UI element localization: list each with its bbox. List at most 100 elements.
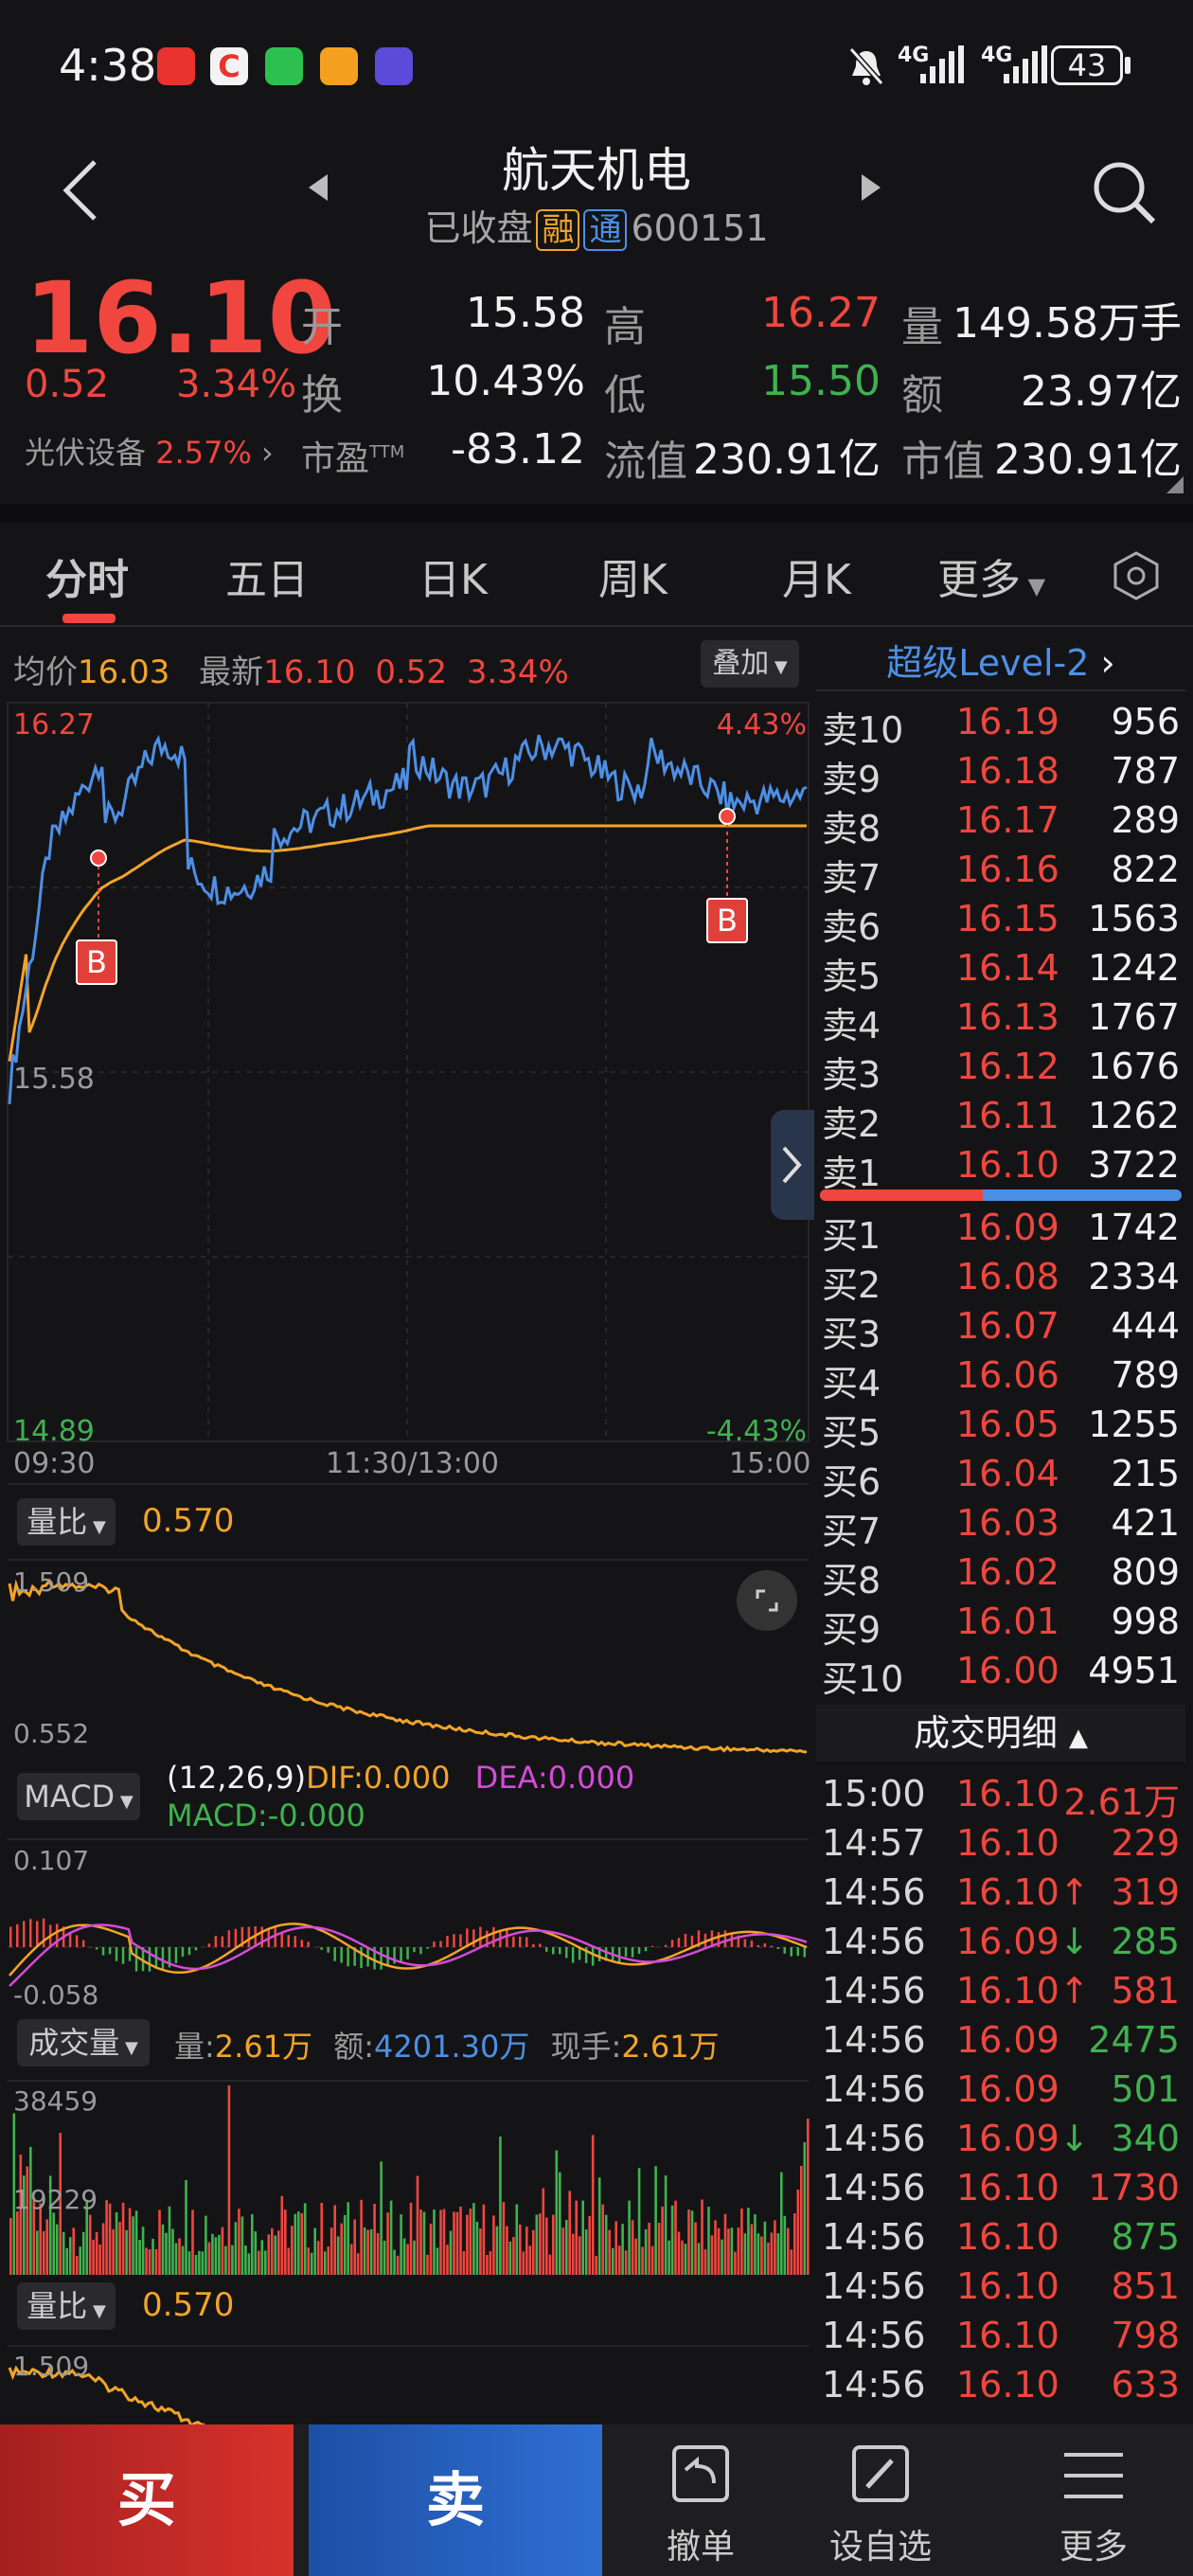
volume-ratio-selector-2[interactable]: 量比 ▼ <box>17 2282 116 2330</box>
volume-bar <box>98 2245 101 2275</box>
ask-price: 16.11 <box>956 1095 1059 1136</box>
price-line <box>8 734 808 1104</box>
vr-y-top: 1.509 <box>13 1566 90 1598</box>
tab-daily-k[interactable]: 日K <box>418 556 488 604</box>
volume-bar <box>294 2213 297 2275</box>
volume-bar <box>661 2206 664 2275</box>
dif-line <box>9 1923 808 1977</box>
buy-marker-2[interactable]: B <box>706 898 748 943</box>
expand-orderbook-handle[interactable] <box>771 1110 814 1220</box>
volume-bar <box>205 2215 207 2275</box>
macd-bar <box>459 1934 462 1947</box>
add-watchlist-button[interactable]: 设自选 <box>795 2424 966 2576</box>
volume-bar <box>595 2255 597 2275</box>
macd-bar <box>75 1935 79 1947</box>
bid-price: 16.06 <box>956 1354 1059 1396</box>
bid-ask-ratio-bar <box>820 1190 1182 1201</box>
trade-arrow: ↓ <box>1059 2118 1090 2159</box>
volume-bar <box>717 2227 721 2275</box>
volume-bar <box>161 2224 165 2275</box>
tab-five-day[interactable]: 五日 <box>225 556 309 604</box>
macd-bar <box>134 1947 138 1972</box>
sector-pct: 2.57% <box>155 435 252 471</box>
volume-bar <box>333 2205 336 2275</box>
ask-row[interactable]: 卖1 16.10 3722 <box>816 1144 1185 1194</box>
bid-row[interactable]: 买3 16.07 444 <box>816 1305 1185 1355</box>
volume-bar <box>238 2209 240 2275</box>
ask-row[interactable]: 卖9 16.18 787 <box>816 750 1185 800</box>
level2-link[interactable]: 超级Level-2 › <box>816 635 1185 691</box>
cancel-order-button[interactable]: 撤单 <box>625 2424 776 2576</box>
status-bar: 4:38 C 4G 4G 43 <box>0 0 1193 133</box>
macd-bar <box>776 1947 780 1949</box>
macd-legend: (12,26,9)DIF:0.000 DEA:0.000 <box>167 1760 635 1796</box>
ask-label: 卖10 <box>822 709 904 751</box>
bid-label: 买6 <box>822 1461 881 1503</box>
macd-selector[interactable]: MACD ▼ <box>17 1773 140 1820</box>
ask-row[interactable]: 卖5 16.14 1242 <box>816 947 1185 997</box>
volume-ratio-selector[interactable]: 量比 ▼ <box>17 1498 116 1546</box>
bid-row[interactable]: 买5 16.05 1255 <box>816 1404 1185 1454</box>
buy-button[interactable]: 买 <box>0 2424 294 2576</box>
macd-bar <box>637 1947 641 1954</box>
volume-bar <box>568 2191 571 2275</box>
caret-down-icon: ▼ <box>1021 573 1046 599</box>
overlay-button[interactable]: 叠加 ▼ <box>701 640 799 688</box>
bid-row[interactable]: 买1 16.09 1742 <box>816 1207 1185 1257</box>
macd-bar <box>591 1947 595 1966</box>
volume-bar <box>690 2210 694 2275</box>
battery-tip <box>1125 57 1131 74</box>
macd-bar <box>174 1947 178 1963</box>
ask-row[interactable]: 卖4 16.13 1767 <box>816 996 1185 1046</box>
volume-bar <box>684 2244 687 2275</box>
tab-weekly-k[interactable]: 周K <box>598 556 668 604</box>
ask-row[interactable]: 卖3 16.12 1676 <box>816 1046 1185 1096</box>
ask-row[interactable]: 卖8 16.17 289 <box>816 799 1185 850</box>
more-menu-button[interactable]: 更多 <box>1013 2424 1174 2576</box>
volume-selector[interactable]: 成交量 ▼ <box>17 2019 150 2066</box>
settings-hexagon-icon[interactable] <box>1110 549 1163 602</box>
volume-bar <box>39 2203 42 2275</box>
trade-details-header[interactable]: 成交明细 ▲ <box>816 1705 1185 1762</box>
volume-bar <box>750 2224 754 2275</box>
ask-price: 16.13 <box>956 996 1059 1038</box>
volume-bar <box>68 2237 72 2275</box>
ask-row[interactable]: 卖6 16.15 1563 <box>816 898 1185 948</box>
search-icon[interactable] <box>1089 157 1159 227</box>
macd-bar <box>796 1947 799 1957</box>
ask-row[interactable]: 卖7 16.16 822 <box>816 849 1185 899</box>
volume-bar <box>677 2231 681 2275</box>
battery-level: 43 <box>1067 47 1107 83</box>
expand-corner-icon[interactable] <box>1166 476 1184 493</box>
bid-row[interactable]: 买9 16.01 998 <box>816 1601 1185 1651</box>
open-value: 15.58 <box>466 289 585 337</box>
tab-intraday[interactable]: 分时 <box>45 556 129 604</box>
buy-marker-1[interactable]: B <box>76 939 117 985</box>
volume-bar <box>158 2209 161 2275</box>
ask-row[interactable]: 卖10 16.19 956 <box>816 701 1185 751</box>
ask-row[interactable]: 卖2 16.11 1262 <box>816 1095 1185 1145</box>
tab-more[interactable]: 更多 ▼ <box>937 556 1046 604</box>
sell-button[interactable]: 卖 <box>309 2424 602 2576</box>
market-status: 已收盘 <box>424 207 533 249</box>
turnover-value: 10.43% <box>426 357 585 405</box>
bid-row[interactable]: 买7 16.03 421 <box>816 1502 1185 1552</box>
bid-row[interactable]: 买6 16.04 215 <box>816 1453 1185 1503</box>
macd-bar <box>108 1947 112 1955</box>
tab-monthly-k[interactable]: 月K <box>782 556 851 604</box>
prev-stock-icon[interactable] <box>305 170 331 205</box>
ask-label: 卖4 <box>822 1005 881 1046</box>
bid-volume: 444 <box>1111 1305 1180 1347</box>
next-stock-icon[interactable] <box>858 170 884 205</box>
bid-row[interactable]: 买2 16.08 2334 <box>816 1256 1185 1306</box>
bid-volume: 215 <box>1111 1453 1180 1494</box>
macd-bar <box>571 1947 575 1963</box>
macd-bar <box>486 1930 489 1947</box>
bid-row[interactable]: 买10 16.00 4951 <box>816 1650 1185 1700</box>
volume-bar <box>280 2195 284 2275</box>
bid-row[interactable]: 买8 16.02 809 <box>816 1551 1185 1601</box>
fullscreen-button[interactable] <box>737 1570 797 1631</box>
bid-row[interactable]: 买4 16.06 789 <box>816 1354 1185 1404</box>
sector-link[interactable]: 光伏设备 2.57% › <box>25 429 274 473</box>
back-arrow-icon[interactable] <box>57 157 104 224</box>
